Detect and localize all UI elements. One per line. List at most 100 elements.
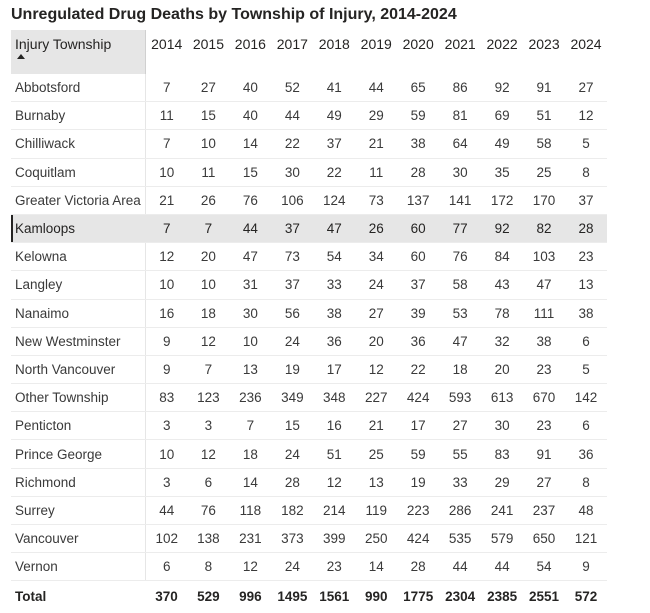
table-cell[interactable]: 58 <box>523 129 566 159</box>
table-cell[interactable]: 23 <box>523 355 566 385</box>
table-cell[interactable]: 12 <box>565 101 607 131</box>
table-cell[interactable]: 349 <box>271 383 314 413</box>
column-header-year[interactable]: 2022 <box>486 36 518 52</box>
table-cell[interactable]: 22 <box>313 158 356 187</box>
column-header-year[interactable]: 2024 <box>570 36 602 52</box>
table-cell[interactable]: 76 <box>229 186 272 215</box>
table-cell[interactable]: 170 <box>523 186 566 215</box>
table-cell[interactable]: 227 <box>355 383 398 413</box>
table-cell[interactable]: 5 <box>565 355 607 385</box>
table-cell[interactable]: 12 <box>355 355 398 385</box>
table-cell[interactable]: 11 <box>145 101 188 131</box>
table-cell[interactable]: 3 <box>145 468 188 497</box>
table-cell[interactable]: 23 <box>565 242 607 272</box>
table-cell[interactable]: 47 <box>439 327 482 356</box>
table-cell[interactable]: 29 <box>355 101 398 131</box>
table-cell[interactable]: 593 <box>439 383 482 413</box>
table-cell[interactable]: 48 <box>565 496 607 526</box>
table-cell[interactable]: 13 <box>355 468 398 497</box>
column-header-year[interactable]: 2017 <box>276 36 308 52</box>
table-cell[interactable]: 650 <box>523 524 566 554</box>
table-cell[interactable]: 33 <box>313 270 356 300</box>
table-row[interactable]: Burnaby 11 15 40 44 49 29 59 81 69 51 12 <box>11 101 607 131</box>
table-cell[interactable]: 28 <box>271 468 314 497</box>
table-cell[interactable]: 12 <box>187 327 230 356</box>
table-cell[interactable]: 27 <box>565 74 607 103</box>
table-cell[interactable]: 12 <box>229 552 272 582</box>
table-cell[interactable]: 30 <box>229 299 272 328</box>
table-cell[interactable]: 38 <box>313 299 356 328</box>
table-row[interactable]: Surrey 44 76 118 182 214 119 223 286 241 237 48 <box>11 496 607 526</box>
table-cell[interactable]: 6 <box>187 468 230 497</box>
table-cell[interactable]: 13 <box>229 355 272 385</box>
table-cell[interactable]: 214 <box>313 496 356 526</box>
row-header-township[interactable]: Kelowna <box>11 242 146 272</box>
table-cell[interactable]: 49 <box>313 101 356 131</box>
table-cell[interactable]: 7 <box>145 129 188 159</box>
table-cell[interactable]: 18 <box>187 299 230 328</box>
table-cell[interactable]: 15 <box>187 101 230 131</box>
table-cell[interactable]: 26 <box>355 214 398 244</box>
column-header-year[interactable]: 2023 <box>528 36 560 52</box>
column-header-year[interactable]: 2018 <box>318 36 350 52</box>
table-cell[interactable]: 20 <box>187 242 230 272</box>
table-cell[interactable]: 27 <box>439 411 482 441</box>
table-cell[interactable]: 8 <box>187 552 230 582</box>
table-cell[interactable]: 373 <box>271 524 314 554</box>
table-cell[interactable]: 83 <box>481 439 524 469</box>
table-row[interactable]: Nanaimo 16 18 30 56 38 27 39 53 78 111 38 <box>11 299 607 328</box>
table-cell[interactable]: 123 <box>187 383 230 413</box>
table-cell[interactable]: 17 <box>397 411 440 441</box>
table-cell[interactable]: 23 <box>313 552 356 582</box>
table-cell[interactable]: 399 <box>313 524 356 554</box>
table-cell[interactable]: 424 <box>397 524 440 554</box>
table-cell[interactable]: 3 <box>145 411 188 441</box>
row-header-township[interactable]: Richmond <box>11 468 146 497</box>
table-cell[interactable]: 579 <box>481 524 524 554</box>
table-cell[interactable]: 20 <box>481 355 524 385</box>
row-header-township[interactable]: Surrey <box>11 496 146 526</box>
column-header-year[interactable]: 2019 <box>360 36 392 52</box>
table-row[interactable]: Vancouver 102 138 231 373 399 250 424 535 579 650 1… <box>11 524 607 554</box>
table-cell[interactable]: 33 <box>439 468 482 497</box>
table-cell[interactable]: 27 <box>523 468 566 497</box>
row-header-township[interactable]: Kamloops <box>11 214 146 244</box>
row-header-township[interactable]: Nanaimo <box>11 299 146 328</box>
row-header-township[interactable]: New Westminster <box>11 327 146 356</box>
table-cell[interactable]: 118 <box>229 496 272 526</box>
table-cell[interactable]: 12 <box>145 242 188 272</box>
table-cell[interactable]: 32 <box>481 327 524 356</box>
table-cell[interactable]: 84 <box>481 242 524 272</box>
table-cell[interactable]: 535 <box>439 524 482 554</box>
table-cell[interactable]: 286 <box>439 496 482 526</box>
row-header-township[interactable]: Vernon <box>11 552 146 582</box>
table-cell[interactable]: 24 <box>271 552 314 582</box>
table-cell[interactable]: 24 <box>271 439 314 469</box>
table-cell[interactable]: 47 <box>523 270 566 300</box>
table-cell[interactable]: 76 <box>439 242 482 272</box>
table-cell[interactable]: 73 <box>355 186 398 215</box>
table-cell[interactable]: 65 <box>397 74 440 103</box>
table-cell[interactable]: 37 <box>271 214 314 244</box>
table-row[interactable]: Richmond 3 6 14 28 12 13 19 33 29 27 8 <box>11 468 607 497</box>
table-row[interactable]: Prince George 10 12 18 24 51 25 59 55 83 91 36 <box>11 439 607 469</box>
table-cell[interactable]: 231 <box>229 524 272 554</box>
table-cell[interactable]: 69 <box>481 101 524 131</box>
table-cell[interactable]: 16 <box>313 411 356 441</box>
table-cell[interactable]: 19 <box>271 355 314 385</box>
table-cell[interactable]: 26 <box>187 186 230 215</box>
table-cell[interactable]: 9 <box>145 327 188 356</box>
table-cell[interactable]: 12 <box>187 439 230 469</box>
table-cell[interactable]: 27 <box>355 299 398 328</box>
table-cell[interactable]: 3 <box>187 411 230 441</box>
table-cell[interactable]: 348 <box>313 383 356 413</box>
table-row[interactable]: Kelowna 12 20 47 73 54 34 60 76 84 103 23 <box>11 242 607 272</box>
table-cell[interactable]: 47 <box>313 214 356 244</box>
table-cell[interactable]: 111 <box>523 299 566 328</box>
table-cell[interactable]: 250 <box>355 524 398 554</box>
row-header-township[interactable]: Chilliwack <box>11 129 146 159</box>
table-cell[interactable]: 36 <box>313 327 356 356</box>
table-cell[interactable]: 21 <box>355 411 398 441</box>
column-header-year[interactable]: 2014 <box>151 36 183 52</box>
table-cell[interactable]: 41 <box>313 74 356 103</box>
